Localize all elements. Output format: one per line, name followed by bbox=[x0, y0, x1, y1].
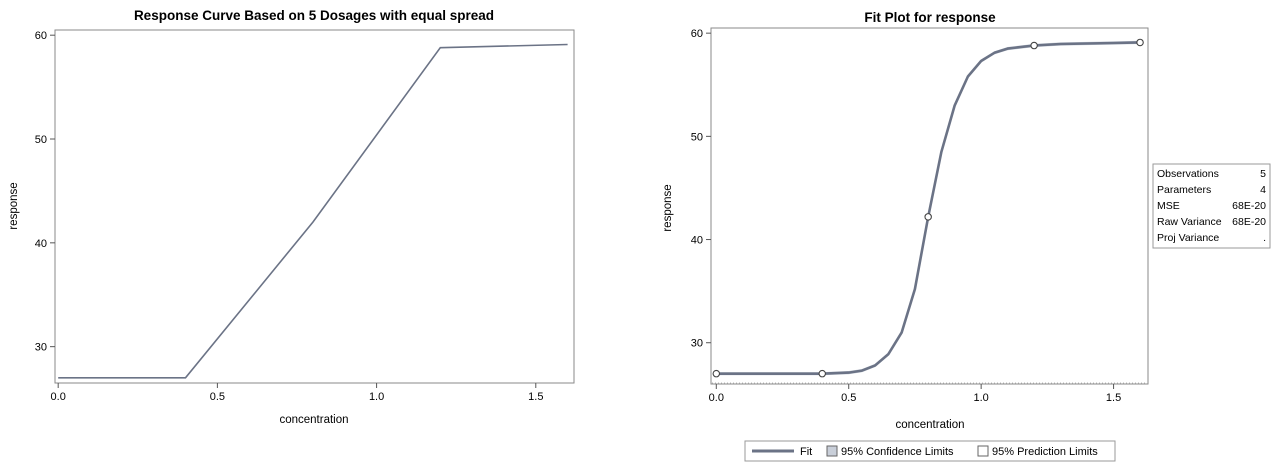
stat-value: 68E-20 bbox=[1232, 216, 1266, 228]
chart-right-marks bbox=[712, 38, 1147, 384]
legend-fit-label: Fit bbox=[800, 446, 812, 458]
fit-statistics-frame bbox=[1152, 163, 1271, 249]
chart-right-x-axis: 0.0 0.5 1.0 1.5 bbox=[709, 384, 1121, 404]
chart-left-plot-frame bbox=[54, 29, 575, 384]
stat-value: . bbox=[1263, 232, 1266, 244]
chart-right-xlabel: concentration bbox=[895, 419, 964, 431]
chart-right-ytick-label: 40 bbox=[691, 235, 703, 247]
chart-left-title: Response Curve Based on 5 Dosages with e… bbox=[134, 8, 494, 23]
legend-prediction-label: 95% Prediction Limits bbox=[992, 446, 1098, 458]
chart-right-ytick-label: 60 bbox=[691, 28, 703, 40]
chart-right-plot-frame bbox=[710, 27, 1149, 385]
legend-confidence-label: 95% Confidence Limits bbox=[841, 446, 954, 458]
chart-right-ytick-label: 30 bbox=[691, 338, 703, 350]
stat-label: MSE bbox=[1157, 200, 1180, 212]
observed-point bbox=[818, 369, 826, 378]
observed-point bbox=[1136, 38, 1144, 47]
observed-point bbox=[712, 369, 721, 378]
legend-confidence-swatch bbox=[826, 445, 838, 457]
fit-statistics-table: Observations 5 Parameters 4 MSE 68E-20 Raw Var… bbox=[1152, 163, 1271, 249]
stat-label: Proj Variance bbox=[1157, 232, 1219, 244]
stat-value: 5 bbox=[1260, 168, 1266, 180]
chart-left-xtick-label: 0.0 bbox=[51, 391, 66, 403]
chart-right-xtick-label: 1.5 bbox=[1106, 392, 1121, 404]
chart-left-xtick-label: 1.0 bbox=[369, 391, 384, 403]
response-line bbox=[58, 43, 568, 379]
chart-left-ytick-label: 50 bbox=[35, 134, 47, 146]
chart-left-ytick-label: 40 bbox=[35, 238, 47, 250]
observed-point bbox=[924, 213, 932, 221]
chart-left-marks bbox=[58, 43, 568, 379]
chart-right: Fit Plot for response 30 40 50 60 0.0 0.5 1.0… bbox=[662, 10, 1271, 462]
chart-left-xtick-label: 0.5 bbox=[210, 391, 225, 403]
stat-label: Raw Variance bbox=[1157, 216, 1222, 228]
chart-right-title: Fit Plot for response bbox=[864, 10, 996, 25]
chart-left-xlabel: concentration bbox=[279, 414, 348, 426]
stat-value: 4 bbox=[1260, 184, 1266, 196]
chart-left-y-axis: 30 40 50 60 bbox=[35, 30, 55, 354]
chart-left-ylabel: response bbox=[8, 182, 20, 229]
chart-left-xtick-label: 1.5 bbox=[528, 391, 543, 403]
chart-right-xtick-label: 0.5 bbox=[841, 392, 856, 404]
chart-left-ytick-label: 60 bbox=[35, 30, 47, 42]
stat-label: Observations bbox=[1157, 168, 1219, 180]
chart-left-ytick-label: 30 bbox=[35, 342, 47, 354]
stat-label: Parameters bbox=[1157, 184, 1211, 196]
legend-prediction-swatch bbox=[977, 445, 989, 457]
chart-left-x-axis: 0.0 0.5 1.0 1.5 bbox=[51, 383, 543, 403]
chart-right-xtick-label: 1.0 bbox=[973, 392, 988, 404]
observed-point bbox=[1030, 41, 1038, 50]
chart-left: Response Curve Based on 5 Dosages with e… bbox=[8, 8, 575, 426]
chart-right-y-axis: 30 40 50 60 bbox=[691, 28, 711, 350]
chart-right-ylabel: response bbox=[662, 184, 674, 231]
chart-right-ytick-label: 50 bbox=[691, 131, 703, 143]
stat-value: 68E-20 bbox=[1232, 200, 1266, 212]
legend: Fit 95% Confidence Limits 95% Prediction… bbox=[744, 440, 1116, 462]
chart-right-xtick-label: 0.0 bbox=[709, 392, 724, 404]
